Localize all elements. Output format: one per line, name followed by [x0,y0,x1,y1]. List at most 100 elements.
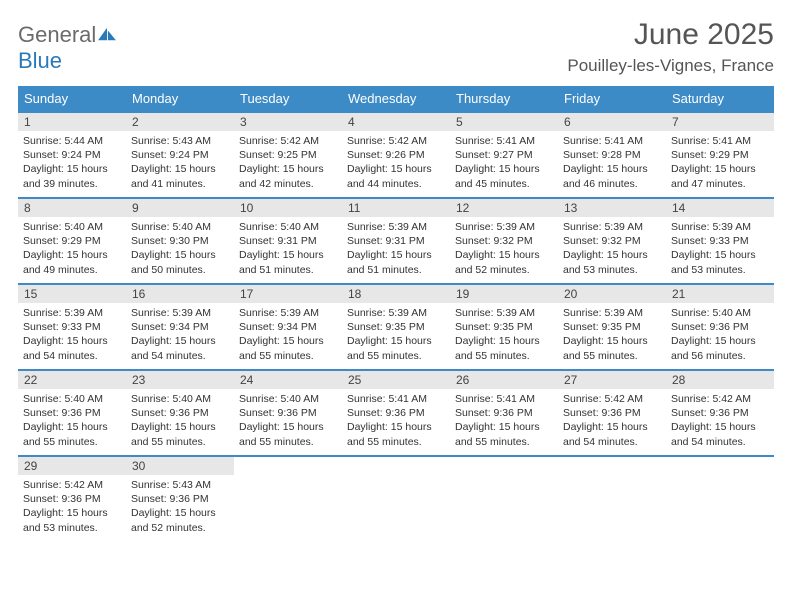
day-number: 23 [126,371,234,389]
sunset-label: Sunset: [239,149,278,161]
day-body: Sunrise: 5:42 AMSunset: 9:36 PMDaylight:… [18,475,126,541]
sunrise-value: 5:39 AM [496,221,535,233]
sunrise-label: Sunrise: [347,393,388,405]
sunrise-value: 5:42 AM [712,393,751,405]
sunrise-value: 5:40 AM [64,221,103,233]
calendar-cell: 17Sunrise: 5:39 AMSunset: 9:34 PMDayligh… [234,284,342,370]
day-body: Sunrise: 5:39 AMSunset: 9:31 PMDaylight:… [342,217,450,283]
sunset-label: Sunset: [239,407,278,419]
daylight-label: Daylight: [131,421,175,433]
sunset-label: Sunset: [347,149,386,161]
sunrise-value: 5:42 AM [388,135,427,147]
daylight-label: Daylight: [671,335,715,347]
sunset-value: 9:35 PM [494,321,533,333]
daylight-label: Daylight: [131,163,175,175]
calendar-cell: 20Sunrise: 5:39 AMSunset: 9:35 PMDayligh… [558,284,666,370]
day-body: Sunrise: 5:39 AMSunset: 9:33 PMDaylight:… [666,217,774,283]
sunset-value: 9:33 PM [710,235,749,247]
daylight-label: Daylight: [347,421,391,433]
day-number: 29 [18,457,126,475]
sunrise-label: Sunrise: [239,307,280,319]
sunrise-label: Sunrise: [671,221,712,233]
sunset-label: Sunset: [131,149,170,161]
sunset-value: 9:36 PM [386,407,425,419]
calendar-row: 8Sunrise: 5:40 AMSunset: 9:29 PMDaylight… [18,198,774,284]
daylight-label: Daylight: [23,507,67,519]
day-number: 16 [126,285,234,303]
sunrise-value: 5:42 AM [64,479,103,491]
sunrise-label: Sunrise: [347,135,388,147]
brand-blue: Blue [18,48,62,73]
sunset-value: 9:24 PM [62,149,101,161]
calendar-cell: 14Sunrise: 5:39 AMSunset: 9:33 PMDayligh… [666,198,774,284]
day-body: Sunrise: 5:39 AMSunset: 9:35 PMDaylight:… [342,303,450,369]
day-body: Sunrise: 5:42 AMSunset: 9:36 PMDaylight:… [558,389,666,455]
daylight-label: Daylight: [347,249,391,261]
day-body: Sunrise: 5:43 AMSunset: 9:24 PMDaylight:… [126,131,234,197]
weekday-friday: Friday [558,86,666,112]
sunset-value: 9:33 PM [62,321,101,333]
daylight-label: Daylight: [671,421,715,433]
daylight-label: Daylight: [671,163,715,175]
calendar-cell: 8Sunrise: 5:40 AMSunset: 9:29 PMDaylight… [18,198,126,284]
sunset-label: Sunset: [455,235,494,247]
sunrise-value: 5:39 AM [712,221,751,233]
day-body: Sunrise: 5:42 AMSunset: 9:25 PMDaylight:… [234,131,342,197]
day-body: Sunrise: 5:41 AMSunset: 9:36 PMDaylight:… [342,389,450,455]
day-number: 28 [666,371,774,389]
daylight-label: Daylight: [455,163,499,175]
calendar-cell: 30Sunrise: 5:43 AMSunset: 9:36 PMDayligh… [126,456,234,542]
sunset-label: Sunset: [563,321,602,333]
day-number: 21 [666,285,774,303]
day-number: 5 [450,113,558,131]
sunrise-value: 5:39 AM [496,307,535,319]
sunrise-value: 5:40 AM [280,393,319,405]
day-body: Sunrise: 5:39 AMSunset: 9:32 PMDaylight:… [450,217,558,283]
day-number: 9 [126,199,234,217]
sail-icon [96,26,118,42]
day-number: 1 [18,113,126,131]
sunrise-label: Sunrise: [131,393,172,405]
calendar-cell: 23Sunrise: 5:40 AMSunset: 9:36 PMDayligh… [126,370,234,456]
calendar-row: 29Sunrise: 5:42 AMSunset: 9:36 PMDayligh… [18,456,774,542]
sunrise-value: 5:40 AM [64,393,103,405]
sunrise-label: Sunrise: [563,307,604,319]
sunset-value: 9:36 PM [602,407,641,419]
day-number: 17 [234,285,342,303]
day-body: Sunrise: 5:41 AMSunset: 9:28 PMDaylight:… [558,131,666,197]
sunrise-label: Sunrise: [131,479,172,491]
location-label: Pouilley-les-Vignes, France [567,56,774,76]
day-body: Sunrise: 5:40 AMSunset: 9:36 PMDaylight:… [666,303,774,369]
sunrise-value: 5:39 AM [388,307,427,319]
sunrise-label: Sunrise: [23,307,64,319]
sunset-value: 9:36 PM [494,407,533,419]
calendar-cell: 19Sunrise: 5:39 AMSunset: 9:35 PMDayligh… [450,284,558,370]
day-number: 7 [666,113,774,131]
day-body: Sunrise: 5:40 AMSunset: 9:31 PMDaylight:… [234,217,342,283]
calendar-cell: 25Sunrise: 5:41 AMSunset: 9:36 PMDayligh… [342,370,450,456]
sunrise-value: 5:41 AM [496,393,535,405]
day-number: 11 [342,199,450,217]
calendar-cell: 5Sunrise: 5:41 AMSunset: 9:27 PMDaylight… [450,112,558,198]
sunset-label: Sunset: [239,321,278,333]
sunset-label: Sunset: [455,321,494,333]
sunrise-value: 5:41 AM [496,135,535,147]
daylight-label: Daylight: [347,163,391,175]
calendar-cell: 21Sunrise: 5:40 AMSunset: 9:36 PMDayligh… [666,284,774,370]
day-body: Sunrise: 5:41 AMSunset: 9:27 PMDaylight:… [450,131,558,197]
sunrise-label: Sunrise: [455,221,496,233]
sunrise-label: Sunrise: [563,135,604,147]
sunset-label: Sunset: [23,235,62,247]
calendar-cell: 2Sunrise: 5:43 AMSunset: 9:24 PMDaylight… [126,112,234,198]
sunset-value: 9:36 PM [710,321,749,333]
sunset-value: 9:35 PM [602,321,641,333]
day-body: Sunrise: 5:42 AMSunset: 9:26 PM Daylight:… [342,131,450,197]
sunrise-value: 5:40 AM [172,393,211,405]
day-number: 12 [450,199,558,217]
sunset-value: 9:26 PM [386,149,425,161]
sunset-value: 9:36 PM [278,407,317,419]
sunset-label: Sunset: [671,235,710,247]
sunset-label: Sunset: [239,235,278,247]
sunrise-label: Sunrise: [671,393,712,405]
weekday-row: SundayMondayTuesdayWednesdayThursdayFrid… [18,86,774,112]
